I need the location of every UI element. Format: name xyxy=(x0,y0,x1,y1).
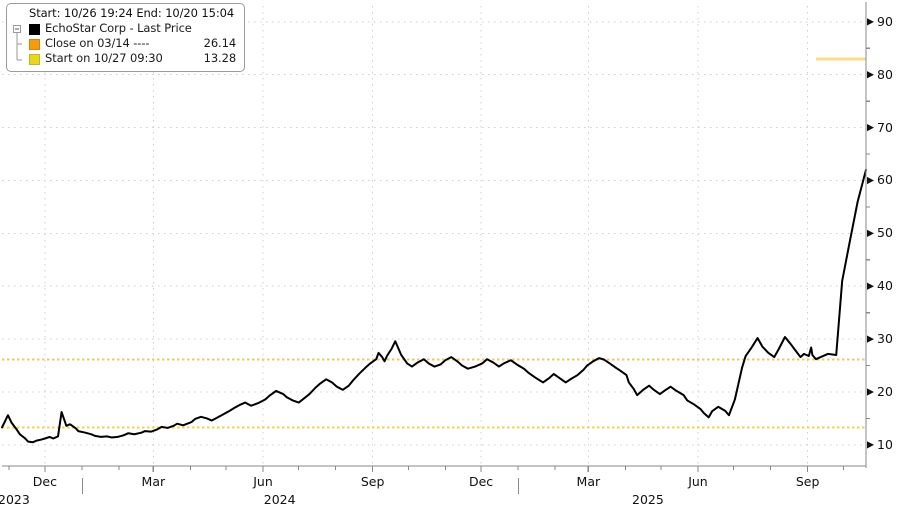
axis-tick-marks xyxy=(8,18,874,472)
legend-color-swatch xyxy=(29,23,40,35)
legend-series-label: EchoStar Corp - Last Price xyxy=(45,21,192,36)
y-axis-tick-label: 30 xyxy=(877,331,893,347)
legend-series-list: EchoStar Corp - Last Price Close on 03/14… xyxy=(11,22,236,67)
year-separator-tick xyxy=(518,478,520,494)
y-axis-tick-label: 70 xyxy=(877,119,893,135)
legend-color-swatch xyxy=(29,38,40,50)
horizontal-gridlines xyxy=(2,21,866,446)
legend-series-value: 13.28 xyxy=(203,51,237,66)
x-axis-year-label: 2023 xyxy=(0,492,30,507)
x-axis-tick-label: Mar xyxy=(576,474,601,489)
legend-color-swatch xyxy=(29,53,40,65)
legend-series-value: 26.14 xyxy=(203,36,237,51)
axis-lines xyxy=(2,2,867,468)
x-axis-tick-label: Dec xyxy=(32,474,57,489)
legend-series-label: Start on 10/27 09:30 xyxy=(45,51,163,66)
tree-expander-icon[interactable] xyxy=(13,22,27,68)
legend-row[interactable]: Start on 10/27 09:30 13.28 xyxy=(29,52,236,67)
legend-series-label: Close on 03/14 ---- xyxy=(45,36,150,51)
x-axis-tick-label: Sep xyxy=(360,474,385,489)
y-axis-tick-label: 60 xyxy=(877,172,893,188)
legend-date-range: Start: 10/26 19:24 End: 10/20 15:04 xyxy=(29,6,235,20)
y-axis-tick-label: 50 xyxy=(877,225,893,241)
y-axis-tick-label: 10 xyxy=(877,436,893,452)
x-axis-tick-label: Jun xyxy=(688,474,708,489)
x-axis-year-label: 2024 xyxy=(263,492,296,507)
y-axis-tick-label: 40 xyxy=(877,278,893,294)
y-axis-tick-label: 80 xyxy=(877,66,893,82)
reference-lines xyxy=(2,57,866,429)
chart-legend[interactable]: Start: 10/26 19:24 End: 10/20 15:04 Echo… xyxy=(6,3,246,72)
x-axis-year-label: 2025 xyxy=(632,492,664,507)
legend-row[interactable]: Close on 03/14 ---- 26.14 xyxy=(29,37,236,52)
legend-row[interactable]: EchoStar Corp - Last Price xyxy=(29,22,236,37)
y-axis-tick-label: 90 xyxy=(877,13,893,29)
price-line-series xyxy=(1,168,867,444)
x-axis-tick-label: Sep xyxy=(795,474,820,489)
x-axis-tick-label: Jun xyxy=(253,474,273,489)
x-axis-tick-label: Dec xyxy=(468,474,494,489)
y-axis-tick-label: 20 xyxy=(877,383,893,399)
year-separator-tick xyxy=(81,478,83,494)
x-axis-tick-label: Mar xyxy=(141,474,166,489)
